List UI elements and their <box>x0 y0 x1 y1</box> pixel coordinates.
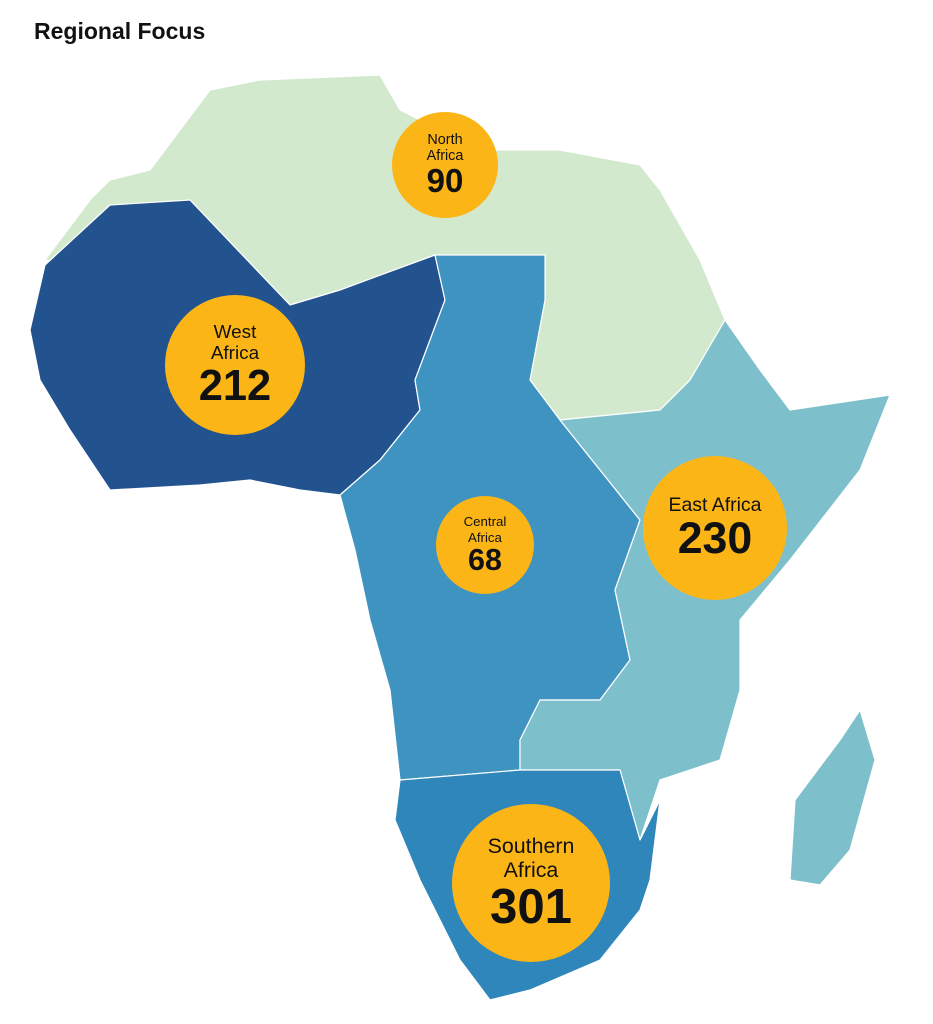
region-name: Central Africa <box>463 514 507 545</box>
region-value: 90 <box>426 163 464 201</box>
region-bubble: North Africa 90 <box>391 111 499 219</box>
region-bubble: East Africa 230 <box>642 455 788 601</box>
region-name: North Africa <box>426 131 464 165</box>
region-value: 68 <box>468 543 502 577</box>
region-shape <box>789 709 876 886</box>
region-value: 301 <box>490 880 572 934</box>
region-value: 212 <box>198 362 272 410</box>
region-bubble: Southern Africa 301 <box>451 803 611 963</box>
region-name: East Africa <box>668 494 762 517</box>
region-name: Southern Africa <box>487 833 575 883</box>
region-bubble: West Africa 212 <box>164 294 306 436</box>
title: Regional Focus <box>34 18 206 44</box>
region-name: West Africa <box>210 321 260 365</box>
region-value: 230 <box>677 513 753 563</box>
region-bubble: Central Africa 68 <box>435 495 535 595</box>
